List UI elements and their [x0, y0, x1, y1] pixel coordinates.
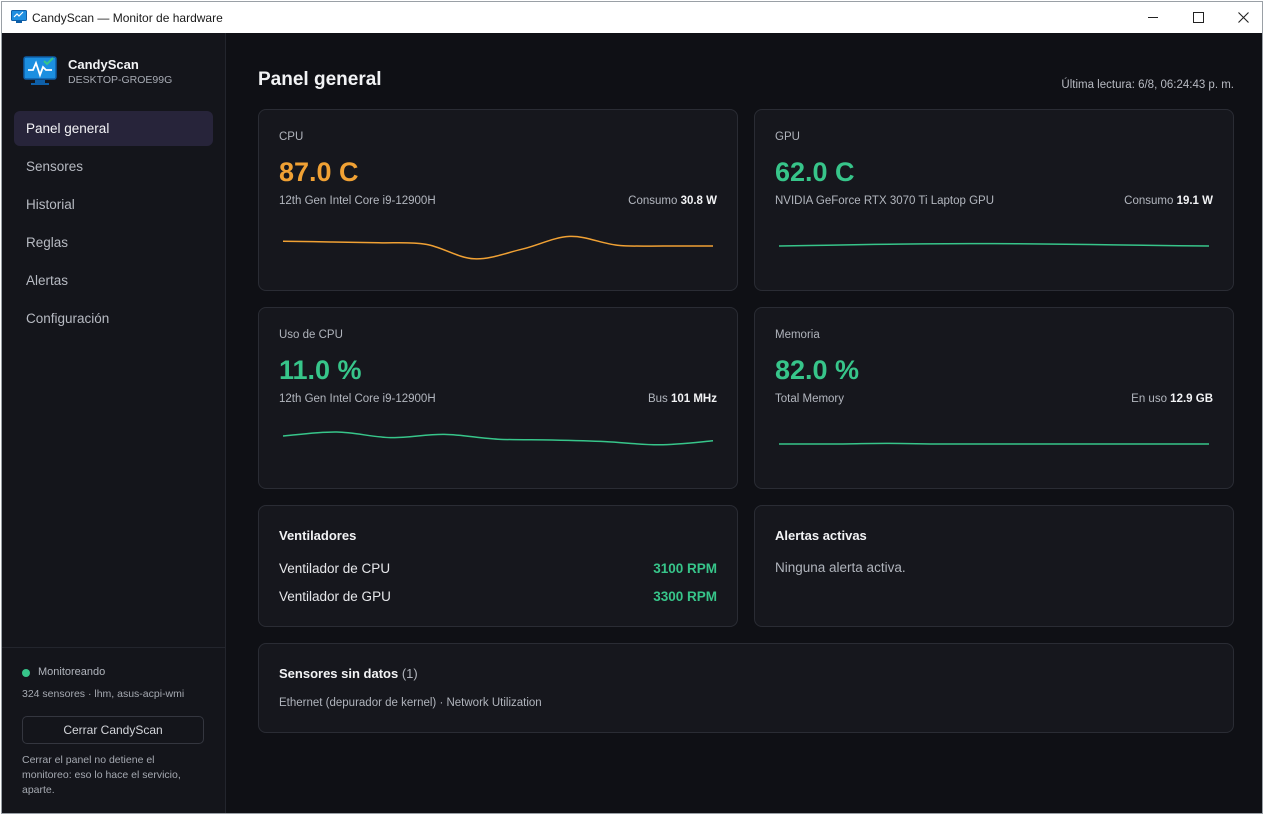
memory-card[interactable]: Memoria 82.0 % Total Memory En uso 12.9 …: [754, 307, 1234, 489]
close-candyscan-button[interactable]: Cerrar CandyScan: [22, 716, 204, 744]
no-data-title: Sensores sin datos (1): [279, 666, 418, 681]
meta-value: 19.1 W: [1176, 195, 1213, 207]
sensors-no-data-card: Sensores sin datos (1) Ethernet (depurad…: [258, 643, 1234, 733]
sidebar-divider: [2, 647, 225, 648]
cpu-usage-card[interactable]: Uso de CPU 11.0 % 12th Gen Intel Core i9…: [258, 307, 738, 489]
fan-row: Ventilador de CPU 3100 RPM: [279, 561, 717, 576]
meta-label: Consumo: [1124, 195, 1174, 207]
close-button[interactable]: [1220, 2, 1262, 33]
cpu-temp-sparkline: [282, 235, 714, 260]
fan-rpm: 3100 RPM: [653, 561, 717, 576]
sensor-count: 324 sensores · lhm, asus-acpi-wmi: [22, 688, 185, 700]
meta-value: 101 MHz: [670, 393, 717, 405]
title-bar: CandyScan — Monitor de hardware: [2, 2, 1262, 33]
gpu-temp-card[interactable]: GPU 62.0 C NVIDIA GeForce RTX 3070 Ti La…: [754, 109, 1234, 291]
cpu-temp-card[interactable]: CPU 87.0 C 12th Gen Intel Core i9-12900H…: [258, 109, 738, 291]
no-data-title-text: Sensores sin datos: [279, 666, 399, 681]
gpu-device: NVIDIA GeForce RTX 3070 Ti Laptop GPU: [775, 195, 995, 207]
alerts-title: Alertas activas: [775, 528, 867, 543]
meta-value: 12.9 GB: [1170, 393, 1213, 405]
fans-title: Ventiladores: [279, 528, 357, 543]
cpu-usage-value: 11.0 %: [279, 355, 362, 385]
gpu-temp-value: 62.0 C: [775, 157, 855, 187]
fans-card: Ventiladores Ventilador de CPU 3100 RPM …: [258, 505, 738, 627]
cpu-temp-value: 87.0 C: [279, 157, 359, 187]
fan-rpm: 3300 RPM: [653, 589, 717, 604]
minimize-icon: [1148, 17, 1158, 18]
host-name: DESKTOP-GROE99G: [68, 74, 173, 86]
maximize-icon: [1192, 12, 1204, 23]
sparkline-series: [778, 442, 1209, 445]
monitoring-status: Monitoreando: [38, 666, 106, 678]
meta-label: En uso: [1131, 393, 1167, 405]
memory-in-use: En uso 12.9 GB: [1131, 393, 1213, 405]
memory-sparkline: [778, 442, 1209, 445]
fan-row: Ventilador de GPU 3300 RPM: [279, 589, 717, 604]
memory-value: 82.0 %: [775, 355, 860, 385]
cpu-usage-sparkline: [282, 431, 714, 446]
window-title: CandyScan — Monitor de hardware: [32, 11, 223, 25]
sidebar-item-historial[interactable]: Historial: [26, 197, 75, 212]
memory-device: Total Memory: [775, 393, 845, 405]
card-label: Memoria: [775, 329, 820, 341]
meta-label: Bus: [647, 393, 668, 405]
card-label: GPU: [775, 131, 800, 143]
meta-value: 30.8 W: [680, 195, 717, 207]
no-alerts-text: Ninguna alerta activa.: [775, 560, 906, 575]
app-name: CandyScan: [68, 57, 139, 72]
sidebar-item-alertas[interactable]: Alertas: [26, 273, 69, 288]
sidebar: CandyScan DESKTOP-GROE99G Panel general …: [2, 33, 226, 813]
fan-label: Ventilador de GPU: [279, 589, 391, 604]
gpu-power: Consumo 19.1 W: [1124, 195, 1213, 207]
sidebar-item-sensores[interactable]: Sensores: [26, 159, 84, 174]
cpu-bus: Bus 101 MHz: [648, 393, 717, 405]
close-icon: [1237, 12, 1249, 23]
candyscan-logo-icon: [23, 56, 57, 85]
minimize-button[interactable]: [1130, 2, 1176, 33]
no-data-count: (1): [401, 666, 418, 681]
meta-label: Consumo: [628, 195, 678, 207]
card-label: Uso de CPU: [279, 329, 343, 341]
app-icon: [11, 10, 27, 23]
cpu-usage-device: 12th Gen Intel Core i9-12900H: [279, 393, 436, 405]
sparkline-series: [778, 242, 1210, 247]
page-title: Panel general: [258, 69, 382, 90]
cpu-power: Consumo 30.8 W: [628, 195, 717, 207]
no-data-sensor-item: Ethernet (depurador de kernel) · Network…: [279, 697, 542, 709]
status-dot-icon: [22, 669, 30, 677]
cpu-device: 12th Gen Intel Core i9-12900H: [279, 195, 436, 207]
sparkline-series: [282, 235, 714, 260]
close-note: Cerrar el panel no detiene el monitoreo:…: [22, 754, 181, 796]
sidebar-item-reglas[interactable]: Reglas: [26, 235, 69, 250]
sidebar-item-panel-general[interactable]: Panel general: [14, 111, 213, 146]
active-alerts-card: Alertas activas Ninguna alerta activa.: [754, 505, 1234, 627]
sidebar-item-configuracion[interactable]: Configuración: [26, 311, 110, 326]
last-reading: Última lectura: 6/8, 06:24:43 p. m.: [1061, 79, 1234, 91]
card-label: CPU: [279, 131, 304, 143]
gpu-temp-sparkline: [778, 242, 1210, 247]
maximize-button[interactable]: [1175, 2, 1221, 33]
sparkline-series: [282, 431, 714, 446]
fan-label: Ventilador de CPU: [279, 561, 391, 576]
